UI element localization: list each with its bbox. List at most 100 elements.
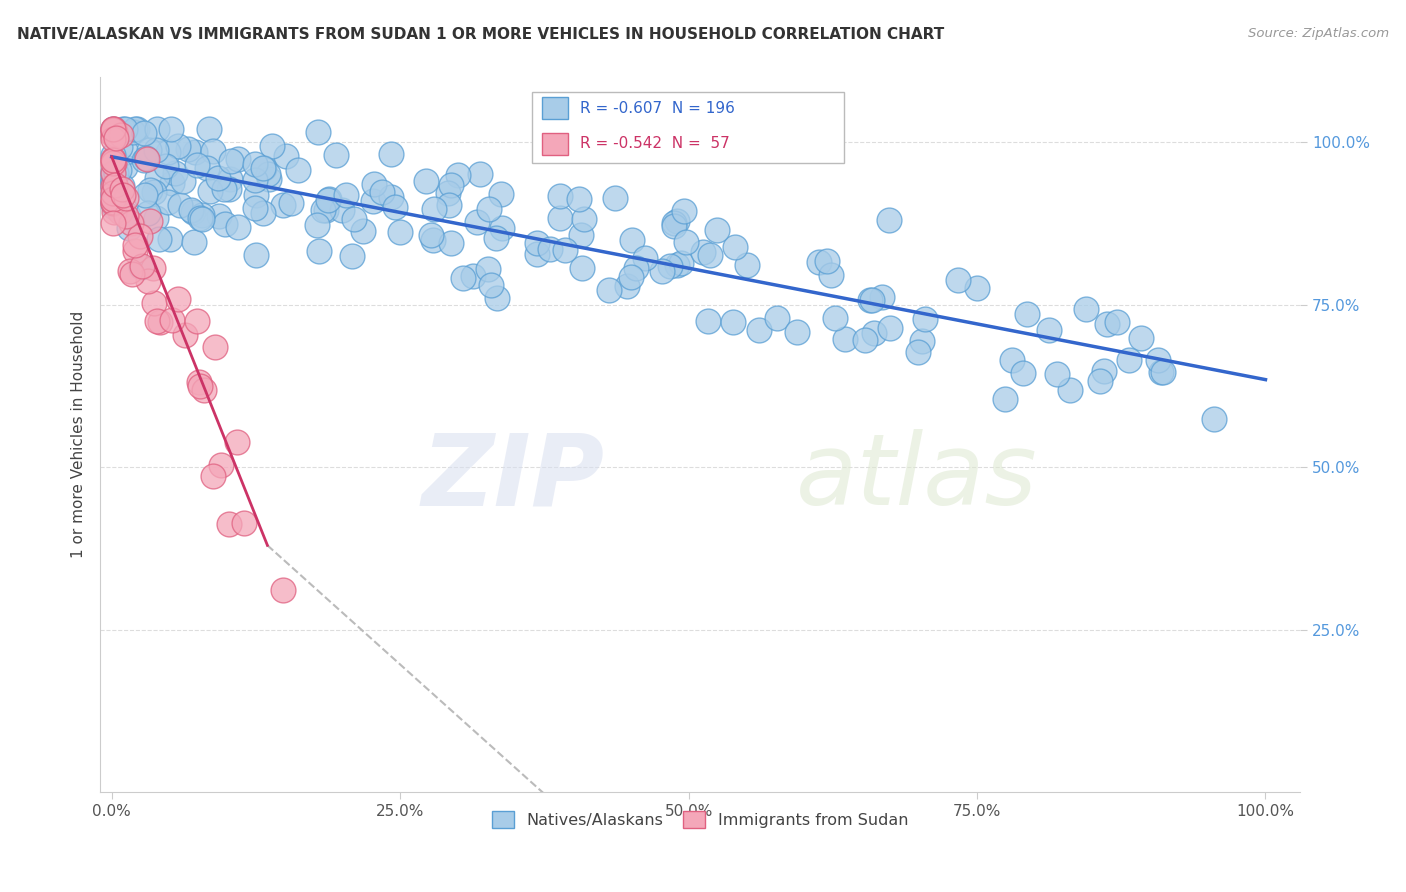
Point (149, 315, 172, 329)
Point (111, 182, 134, 196)
Point (103, 196, 125, 211)
Point (160, 176, 183, 190)
Point (658, 259, 681, 273)
Point (104, 127, 127, 141)
Point (253, 161, 276, 175)
Point (160, 122, 183, 136)
Point (605, 191, 627, 205)
Point (256, 167, 278, 181)
Point (859, 293, 882, 307)
Point (117, 208, 139, 222)
Point (665, 214, 688, 228)
Point (101, 148, 124, 162)
Point (101, 195, 124, 210)
Point (380, 147, 402, 161)
Point (470, 167, 492, 181)
Point (554, 243, 576, 257)
Point (318, 193, 340, 207)
Point (135, 152, 157, 166)
Point (879, 320, 901, 334)
Point (198, 122, 221, 136)
Point (183, 204, 205, 219)
Point (380, 190, 402, 204)
Point (860, 293, 883, 307)
Point (128, 228, 150, 243)
Point (1059, 383, 1081, 397)
Point (662, 219, 685, 234)
Point (598, 283, 620, 297)
Point (548, 211, 571, 225)
Point (218, 517, 240, 532)
Point (765, 310, 787, 325)
Point (305, 219, 328, 233)
Point (748, 323, 770, 337)
Point (145, 143, 167, 157)
Point (243, 173, 266, 187)
Legend: Natives/Alaskans, Immigrants from Sudan: Natives/Alaskans, Immigrants from Sudan (485, 805, 915, 834)
Point (808, 255, 831, 269)
Point (287, 163, 309, 178)
Point (142, 261, 165, 276)
Point (389, 225, 412, 239)
Point (243, 201, 266, 215)
Point (870, 290, 893, 304)
Point (863, 326, 886, 341)
Point (124, 122, 146, 136)
Point (363, 194, 385, 209)
Point (138, 143, 160, 157)
Point (104, 184, 127, 198)
Point (124, 238, 146, 252)
Point (994, 392, 1017, 406)
Y-axis label: 1 or more Vehicles in Household: 1 or more Vehicles in Household (72, 311, 86, 558)
Point (422, 233, 444, 247)
Point (723, 315, 745, 329)
Point (1074, 301, 1097, 316)
Point (706, 223, 728, 237)
Point (124, 244, 146, 259)
Point (186, 158, 208, 172)
Point (274, 149, 297, 163)
Point (174, 327, 197, 342)
Point (879, 212, 901, 227)
Point (226, 435, 249, 450)
Point (218, 182, 240, 196)
Point (1012, 366, 1035, 380)
Point (332, 202, 354, 217)
Point (104, 125, 127, 139)
Point (111, 122, 134, 136)
Point (146, 170, 169, 185)
Point (465, 214, 488, 228)
Point (343, 212, 366, 227)
Point (104, 130, 127, 145)
Point (384, 200, 406, 214)
Point (167, 292, 190, 306)
Point (621, 233, 644, 247)
Point (1038, 323, 1060, 337)
Point (447, 168, 470, 182)
Text: R = -0.607  N = 196: R = -0.607 N = 196 (581, 101, 735, 116)
Point (114, 160, 136, 174)
Point (101, 155, 124, 169)
Point (115, 145, 138, 160)
Point (186, 314, 208, 328)
Point (104, 178, 127, 192)
Point (201, 469, 224, 483)
Point (461, 268, 484, 283)
Point (1150, 365, 1173, 379)
Point (735, 258, 758, 272)
Point (114, 209, 136, 223)
Point (914, 312, 936, 326)
Point (132, 126, 155, 140)
Point (101, 122, 124, 136)
Point (1017, 307, 1039, 321)
Point (159, 232, 181, 246)
Point (633, 251, 655, 265)
Text: R = -0.542  N =  57: R = -0.542 N = 57 (581, 136, 730, 152)
Point (204, 340, 226, 354)
Point (187, 375, 209, 389)
Point (1152, 365, 1174, 379)
Point (219, 153, 242, 168)
Point (569, 227, 592, 242)
Point (616, 278, 638, 293)
Point (184, 145, 207, 160)
